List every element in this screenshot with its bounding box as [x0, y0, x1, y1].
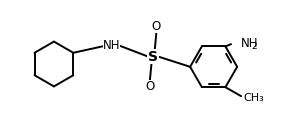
Text: 2: 2: [251, 42, 257, 51]
Text: NH: NH: [241, 37, 259, 50]
Text: O: O: [152, 20, 161, 33]
Text: O: O: [145, 80, 154, 93]
Text: NH: NH: [103, 39, 120, 52]
Text: S: S: [148, 50, 158, 64]
Text: CH₃: CH₃: [243, 93, 264, 103]
